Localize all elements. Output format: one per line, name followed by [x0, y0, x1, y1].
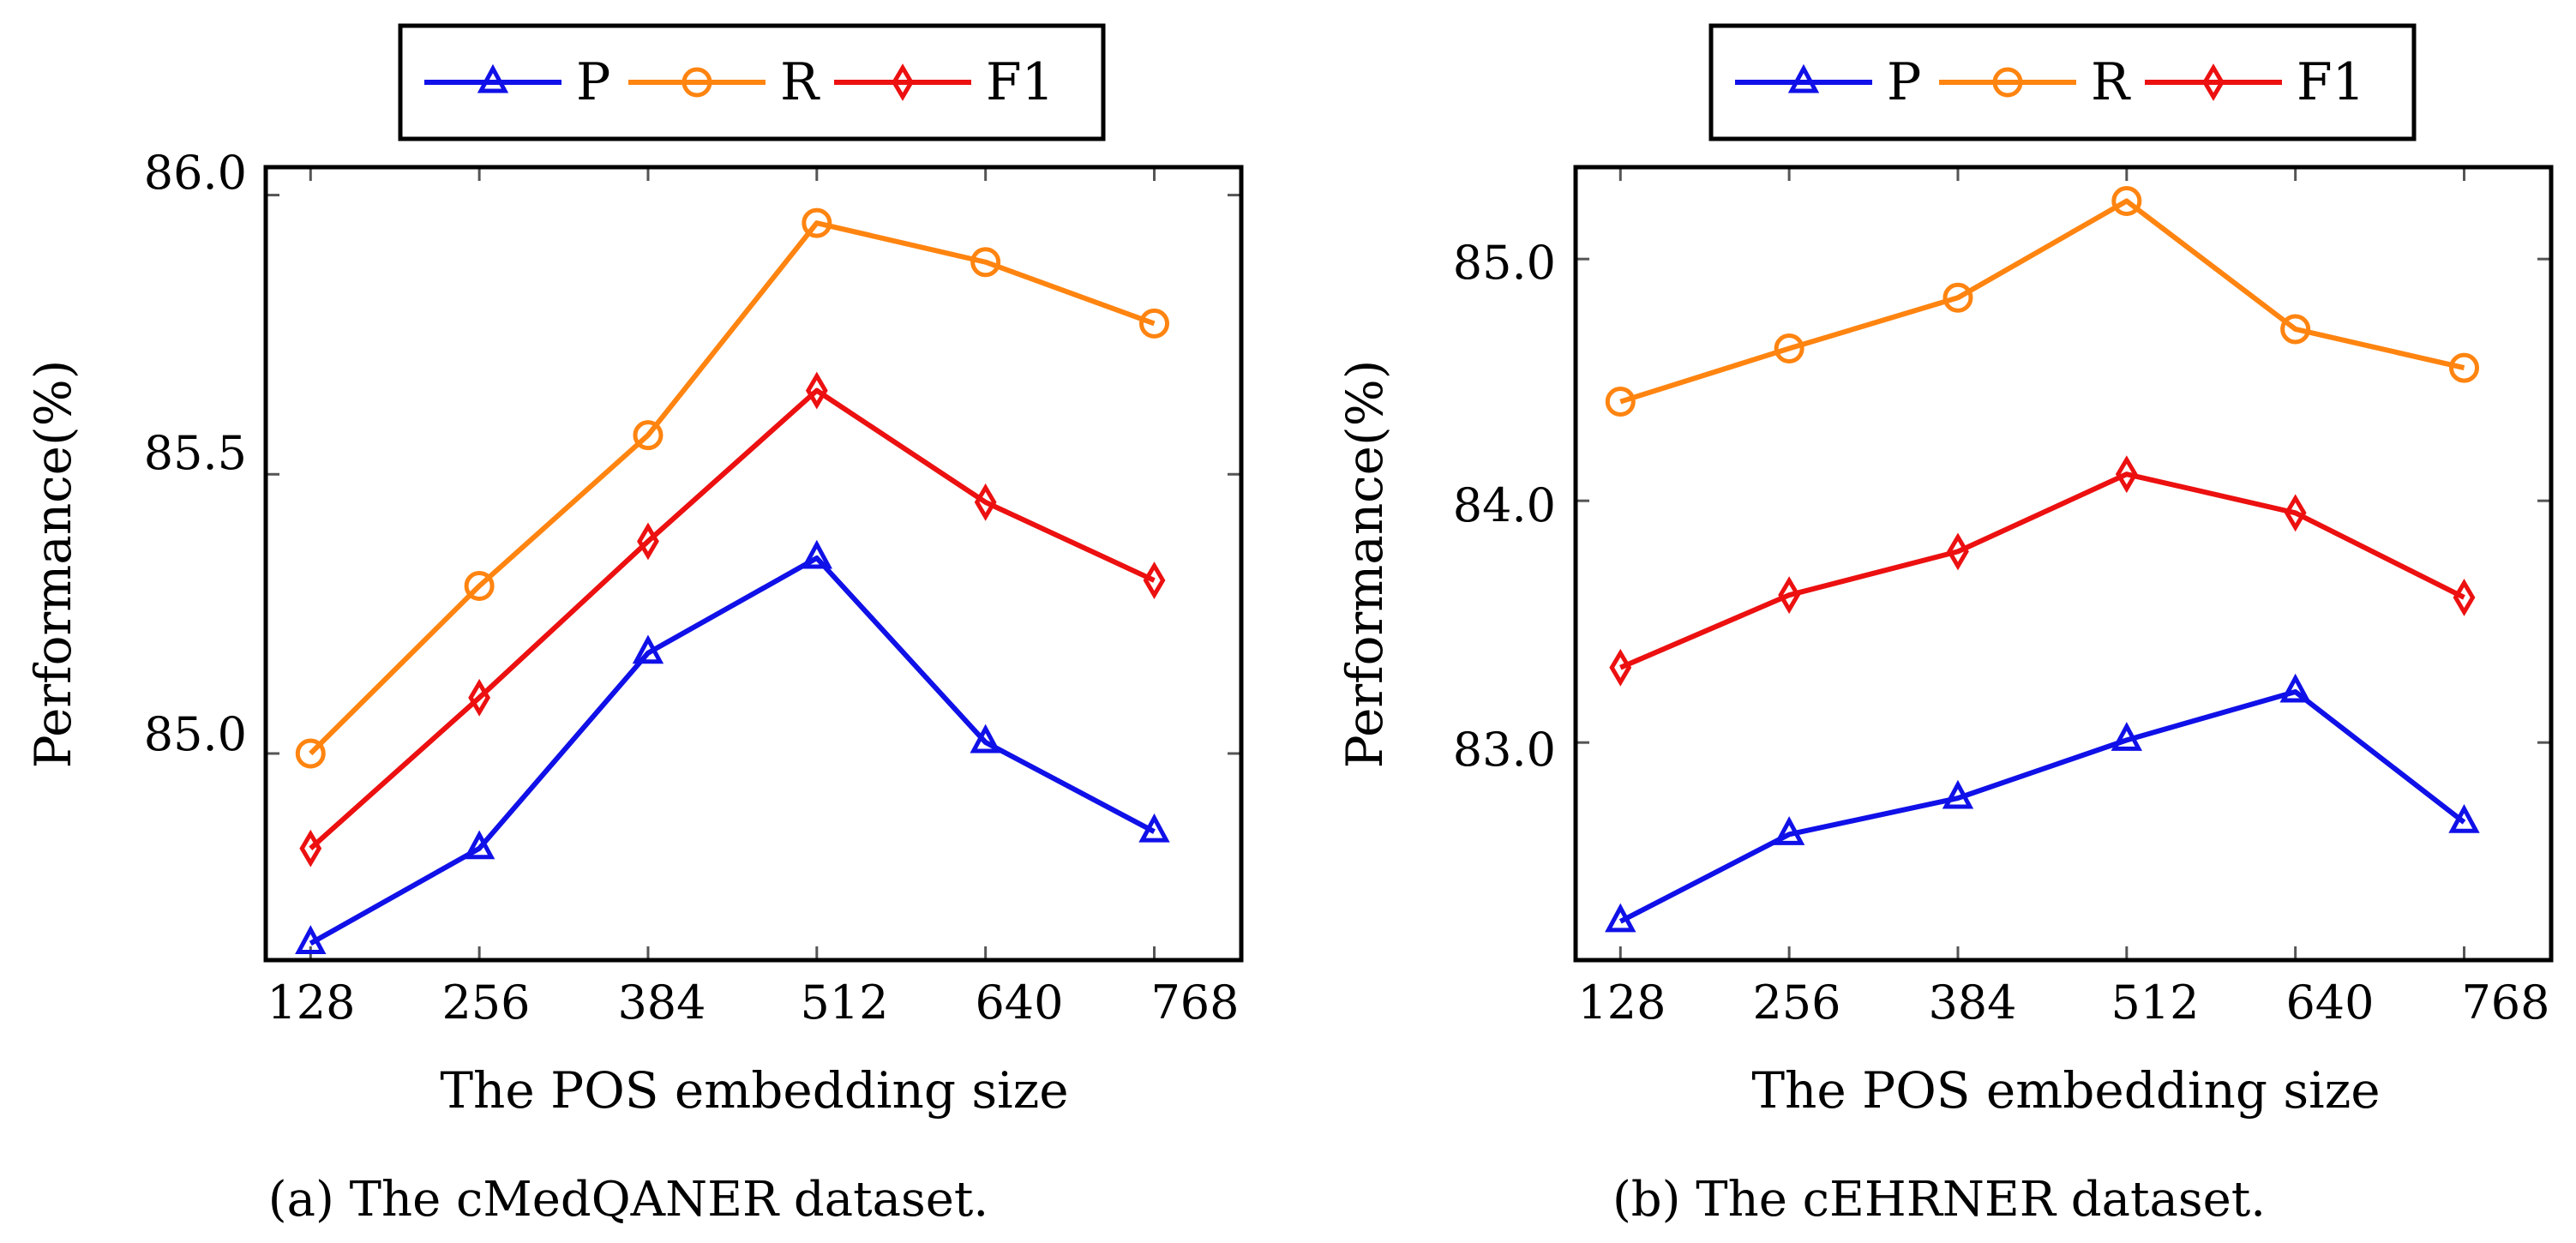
chart-a-xtick-label-384: 384: [617, 976, 706, 1030]
chart-a-series-r-point-384: [633, 420, 664, 451]
chart-b-legend: P R F1: [1708, 23, 2417, 141]
chart-a-caption: (a) The cMedQANER dataset.: [268, 1172, 988, 1228]
chart-a-series-r-point-768: [1139, 308, 1170, 339]
chart-b-x-axis-label: The POS embedding size: [1751, 1061, 2380, 1120]
chart-a-legend-marker-p: [477, 63, 509, 93]
chart-b-xtick-label-512: 512: [2111, 976, 2199, 1030]
chart-b-legend-marker-f1: [2202, 63, 2225, 101]
chart-b-series-r: [1605, 185, 2480, 417]
chart-a-xtick-label-768: 768: [1150, 976, 1239, 1030]
chart-a-series-f1: [299, 371, 1166, 868]
chart-a-series-p-line: [309, 555, 1156, 946]
chart-b-series-r-point-640: [2280, 314, 2311, 345]
chart-b-plot-frame: [1573, 165, 2554, 963]
chart-a-ytick-label-86-0: 86.0: [144, 146, 247, 200]
chart-b-series-f1: [1609, 455, 2476, 687]
chart-a-series-p-point-640: [970, 724, 1001, 754]
chart-a-xtick-label-640: 640: [975, 976, 1063, 1030]
chart-a-series-r-line: [309, 220, 1156, 756]
chart-b: P R F1 83.0 84.0 85.0 128 256 384 512 64…: [1336, 23, 2554, 1228]
chart-a-legend-marker-r: [682, 67, 712, 98]
chart-b-xtick-label-768: 768: [2461, 976, 2549, 1030]
chart-a-series-f1-point-256: [468, 678, 491, 717]
chart-b-tickmarks: [1576, 167, 2551, 960]
chart-b-series-f1-point-640: [2284, 494, 2307, 532]
chart-a-series-f1-point-768: [1143, 561, 1166, 599]
chart-b-ytick-label-84-0: 84.0: [1453, 478, 1556, 532]
chart-b-series-p-point-768: [2448, 803, 2480, 833]
chart-b-legend-marker-r: [1992, 67, 2023, 98]
chart-a-x-axis-label: The POS embedding size: [440, 1061, 1068, 1120]
chart-a-series-f1-line: [309, 387, 1156, 850]
chart-a-tickmarks: [266, 167, 1241, 960]
chart-a-series-p-point-384: [632, 634, 664, 664]
chart-b-caption: (b) The cEHRNER dataset.: [1612, 1172, 2266, 1228]
chart-b-series: [1605, 185, 2480, 933]
chart-b-series-r-point-256: [1774, 333, 1804, 364]
chart-a-series: [295, 207, 1170, 954]
chart-a-series-f1-point-128: [299, 829, 322, 868]
chart-a-series-r-point-256: [464, 571, 495, 602]
chart-a-xtick-label-128: 128: [267, 976, 355, 1030]
chart-a-series-r-point-640: [970, 247, 1001, 278]
chart-a-legend-label-f1: F1: [986, 52, 1054, 112]
chart-a-xtick-label-256: 256: [441, 976, 530, 1030]
chart-a: P R F1 85.0 85.5 86.0 128 256 384 512 64…: [24, 23, 1244, 1228]
chart-a-series-p-point-256: [463, 830, 495, 860]
chart-b-series-r-point-128: [1605, 387, 1636, 417]
chart-b-xtick-label-384: 384: [1928, 976, 2016, 1030]
chart-a-ytick-label-85-0: 85.0: [144, 707, 247, 761]
chart-a-y-axis-label: Performance(%): [24, 360, 82, 769]
chart-a-series-f1-point-384: [637, 522, 659, 561]
chart-b-series-r-point-384: [1943, 282, 1973, 313]
chart-a-series-r-point-128: [295, 738, 326, 769]
chart-a-series-p-point-768: [1138, 813, 1170, 843]
chart-b-xtick-label-640: 640: [2285, 976, 2374, 1030]
chart-b-series-f1-point-128: [1609, 648, 1632, 687]
chart-b-series-f1-point-256: [1778, 576, 1801, 615]
chart-b-legend-label-r: R: [2091, 52, 2131, 112]
chart-b-ytick-label-85-0: 85.0: [1453, 236, 1556, 290]
chart-b-xtick-label-256: 256: [1752, 976, 1840, 1030]
chart-a-series-r: [295, 207, 1170, 769]
chart-a-legend-label-r: R: [780, 52, 820, 112]
chart-b-legend-marker-p: [1787, 63, 1820, 93]
chart-b-series-p-point-256: [1773, 816, 1805, 845]
chart-b-legend-label-p: P: [1887, 52, 1921, 112]
chart-b-series-p-point-128: [1605, 903, 1636, 933]
chart-b-series-f1-point-768: [2453, 579, 2476, 616]
chart-a-series-p-point-128: [295, 925, 327, 954]
chart-b-series-r-point-512: [2111, 185, 2142, 216]
chart-b-series-r-point-768: [2449, 352, 2480, 383]
chart-a-series-f1-point-512: [805, 371, 828, 410]
chart-b-series-f1-line: [1619, 471, 2465, 670]
chart-a-series-f1-point-640: [974, 483, 997, 521]
chart-b-y-axis-label: Performance(%): [1336, 360, 1394, 769]
chart-b-series-r-line: [1619, 198, 2465, 405]
chart-b-series-p-point-384: [1942, 779, 1974, 809]
chart-a-xtick-label-512: 512: [800, 976, 888, 1030]
chart-b-series-p-point-512: [2111, 722, 2143, 751]
chart-b-series-p-line: [1618, 688, 2466, 924]
chart-a-series-p-point-512: [801, 539, 833, 569]
chart-a-legend-label-p: P: [576, 52, 610, 112]
chart-a-plot-frame: [263, 165, 1244, 963]
chart-a-legend: P R F1: [398, 23, 1106, 141]
chart-b-ytick-label-83-0: 83.0: [1453, 723, 1556, 777]
chart-b-legend-label-f1: F1: [2297, 52, 2365, 112]
chart-b-series-f1-point-512: [2115, 455, 2138, 494]
chart-a-legend-marker-f1: [892, 63, 914, 101]
chart-b-series-f1-point-384: [1947, 532, 1969, 571]
chart-a-series-p: [295, 539, 1170, 954]
chart-b-series-p-point-640: [2279, 673, 2311, 703]
chart-b-series-p: [1605, 673, 2480, 933]
chart-a-series-r-point-512: [802, 207, 832, 238]
chart-b-xtick-label-128: 128: [1577, 976, 1666, 1030]
chart-a-ytick-label-85-5: 85.5: [144, 426, 247, 480]
